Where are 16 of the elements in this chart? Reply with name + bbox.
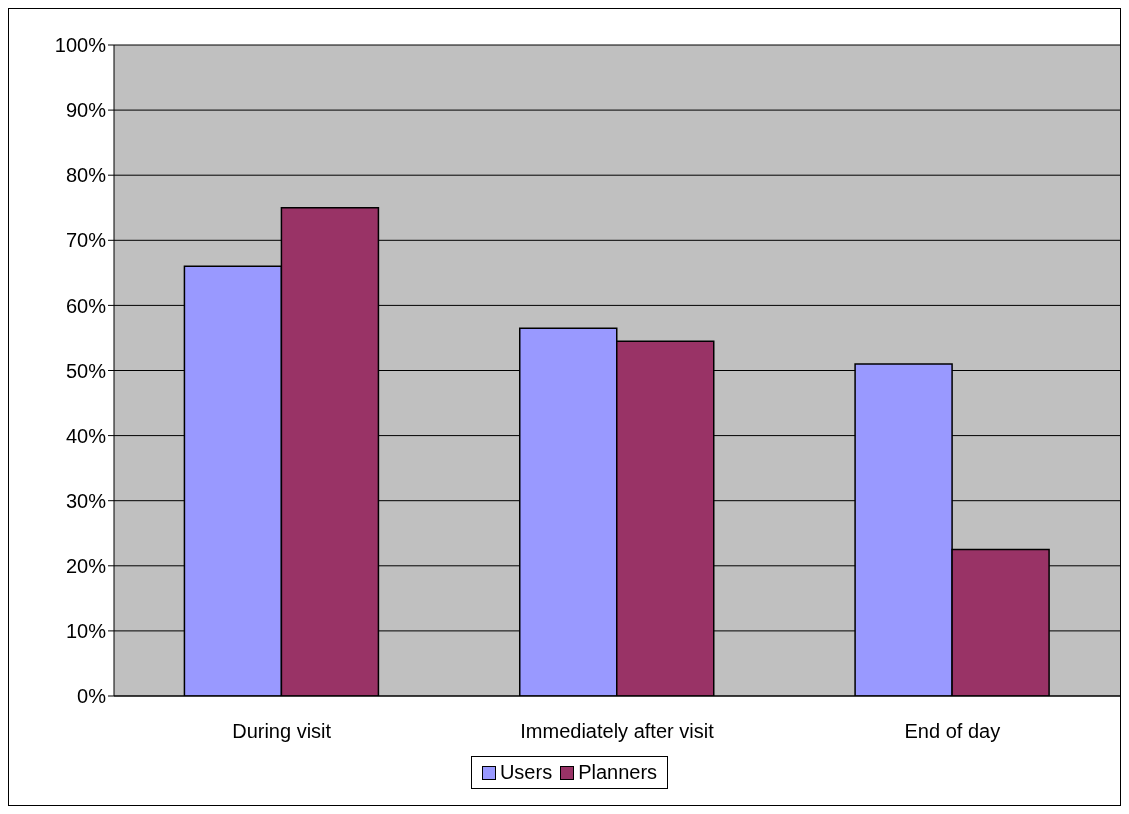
x-tick-label: End of day <box>904 720 1001 743</box>
x-tick-label: During visit <box>232 720 332 743</box>
y-tick-label: 100% <box>54 34 107 57</box>
x-tick-label: Immediately after visit <box>520 720 715 743</box>
y-tick-label: 90% <box>65 99 107 122</box>
y-tick-label: 70% <box>65 229 107 252</box>
y-tick-label: 80% <box>65 164 107 187</box>
legend-label: Planners <box>577 761 658 784</box>
y-tick-label: 50% <box>65 359 107 382</box>
y-tick-label: 20% <box>65 554 107 577</box>
y-tick-label: 0% <box>77 685 107 708</box>
legend-label: Users <box>498 761 553 784</box>
y-tick-label: 40% <box>65 424 107 447</box>
y-tick-label: 10% <box>65 620 107 642</box>
y-tick-label: 60% <box>65 294 107 317</box>
y-tick-label: 30% <box>65 489 107 512</box>
